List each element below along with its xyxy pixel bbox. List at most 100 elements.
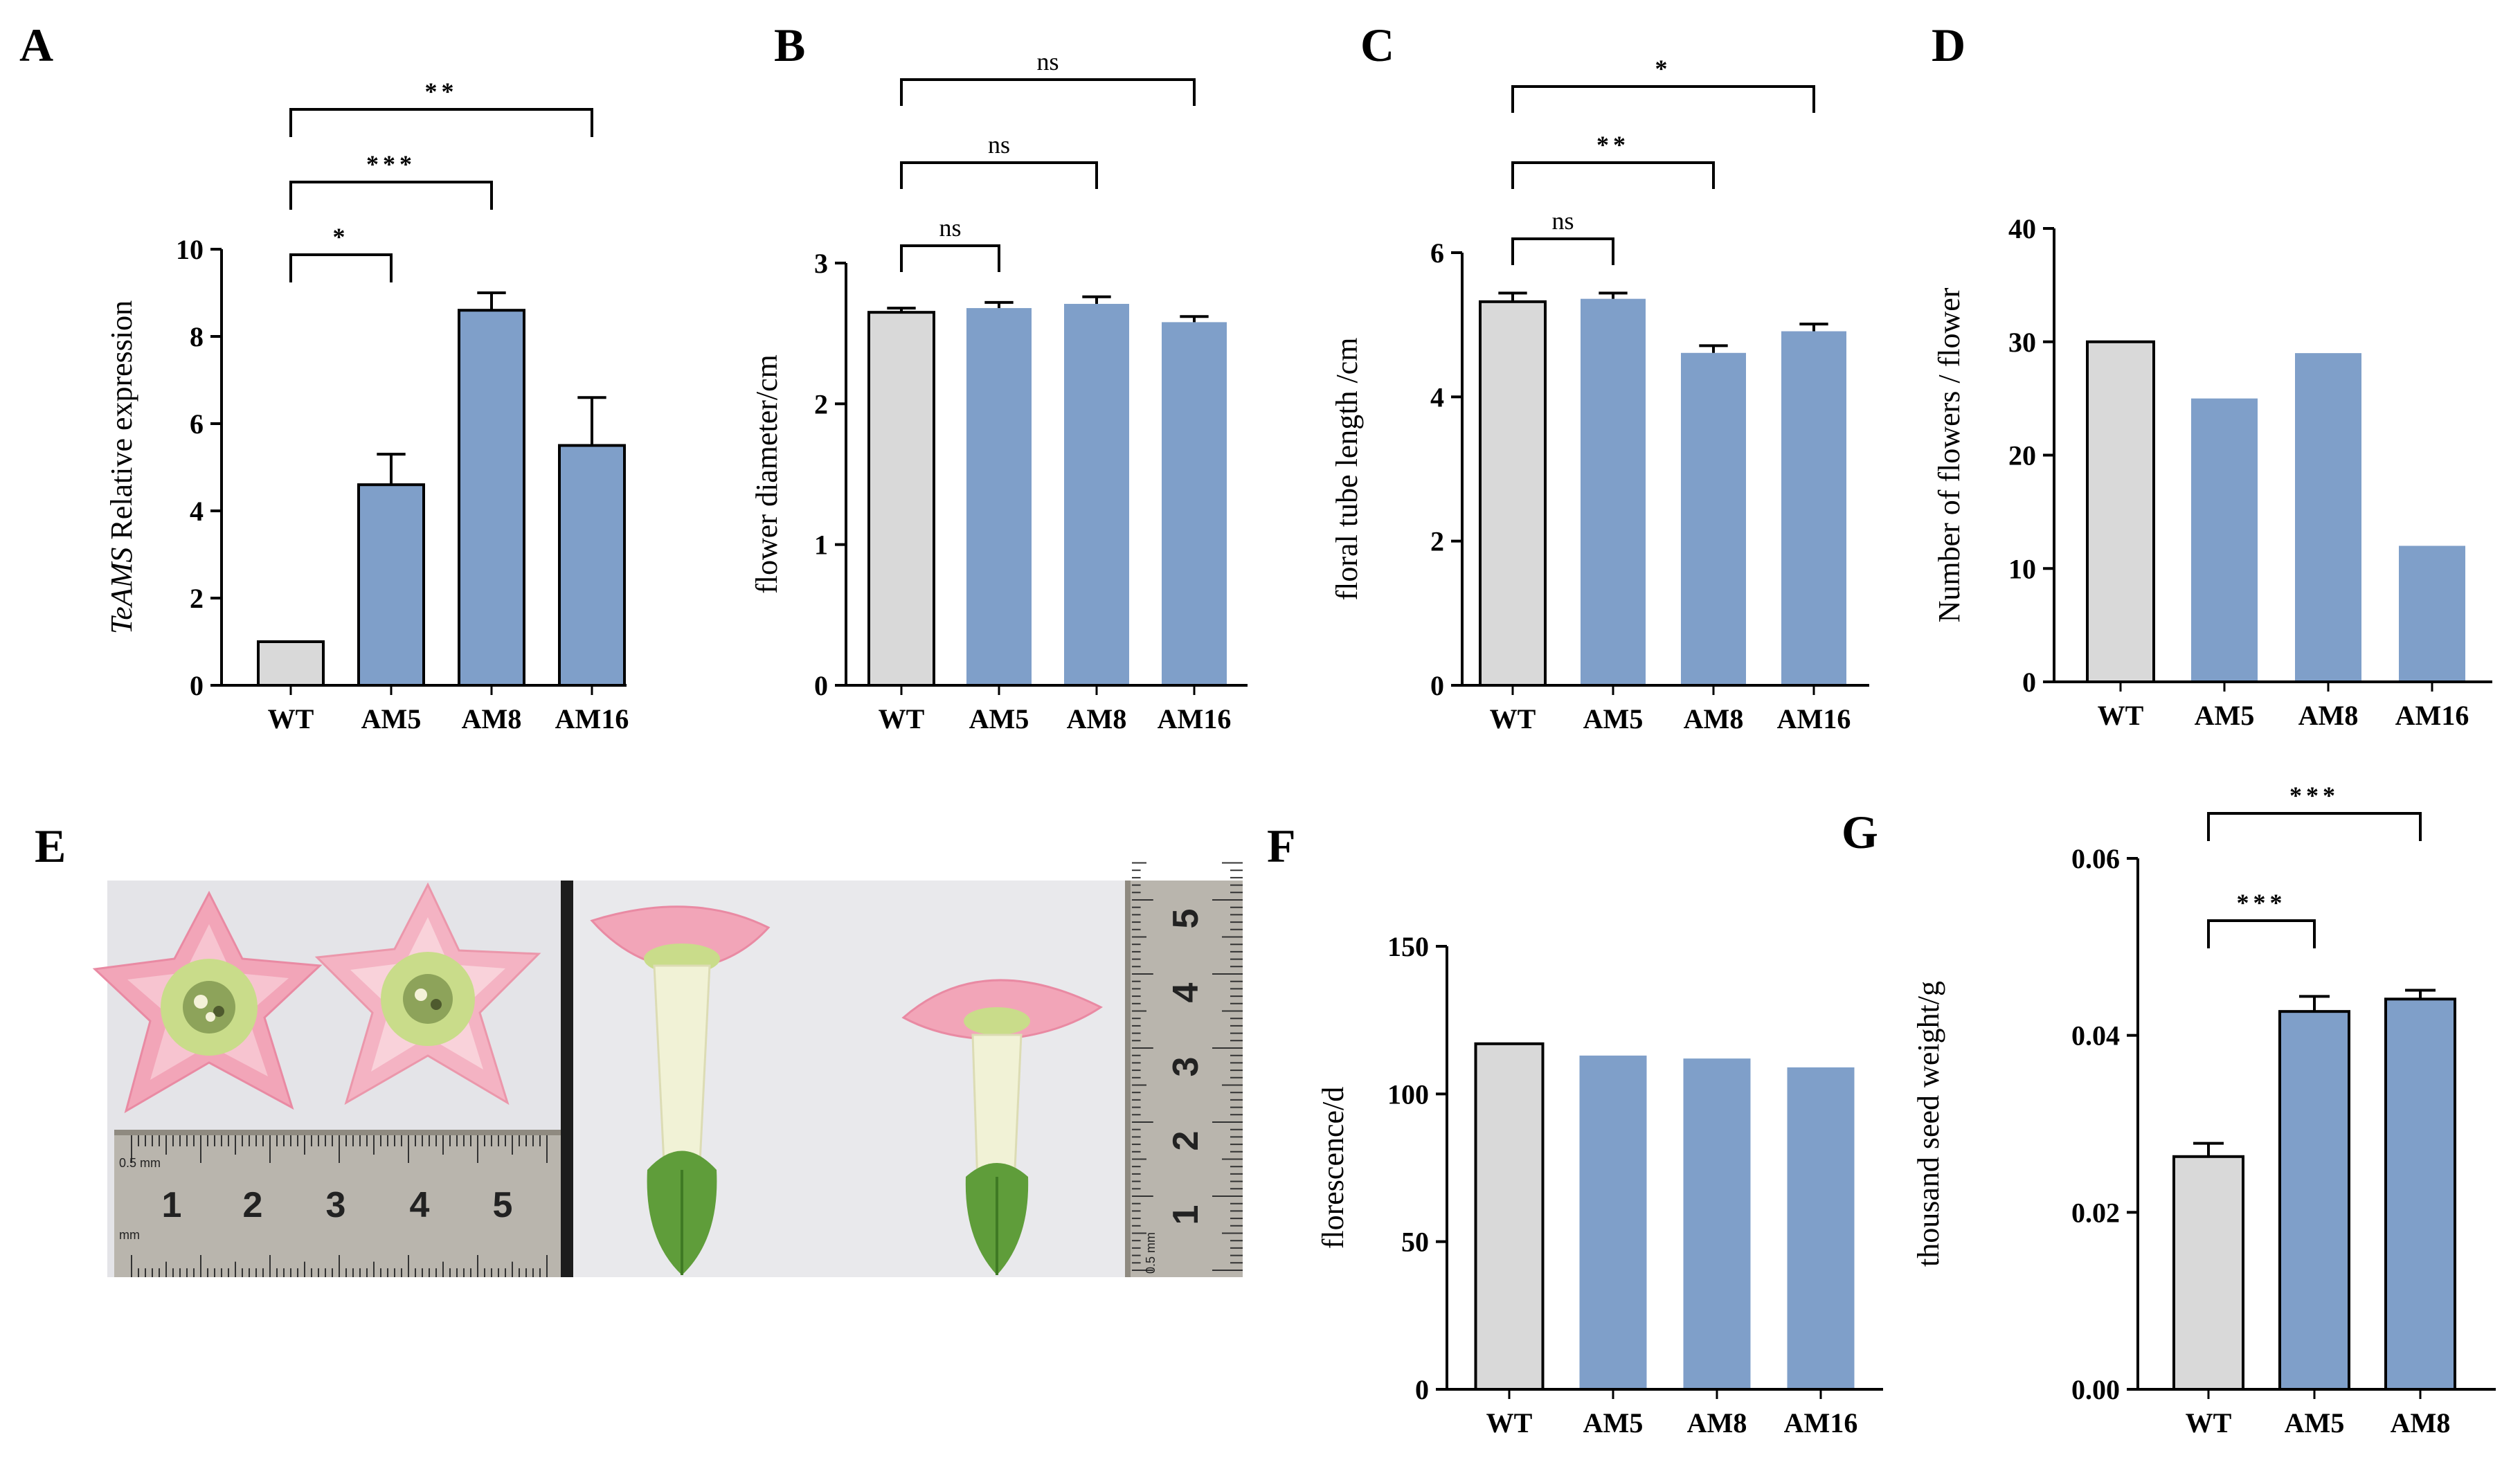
significance-bracket xyxy=(1511,85,1815,113)
x-tick-label: AM8 xyxy=(1067,703,1127,734)
bar-am5 xyxy=(357,483,425,687)
y-axis-label: Number of flowers / flower xyxy=(1932,287,1966,622)
panel-label-f: F xyxy=(1267,820,1296,872)
panel-label-b: B xyxy=(774,19,805,71)
ruler-horizontal-ticks xyxy=(131,1135,548,1277)
bar-am8 xyxy=(1681,352,1746,685)
bar-wt xyxy=(1479,300,1547,687)
ruler-vertical-body xyxy=(1125,881,1243,1277)
significance-label: * xyxy=(1655,55,1672,82)
x-tick-label: WT xyxy=(2098,700,2144,731)
x-tick-label: AM5 xyxy=(1583,703,1644,734)
x-tick-label: AM8 xyxy=(1684,703,1744,734)
bar-am16 xyxy=(1781,331,1846,685)
flower-side-view-2 xyxy=(901,979,1103,1275)
y-tick-label: 8 xyxy=(190,321,204,352)
y-tick-label: 2 xyxy=(814,388,828,419)
significance-bracket xyxy=(2207,919,2316,948)
y-tick-label: 10 xyxy=(176,234,204,265)
ruler-horizontal-body xyxy=(114,1130,561,1277)
bar-am16 xyxy=(2399,545,2465,682)
significance-label: ns xyxy=(1036,48,1059,75)
bar-am8 xyxy=(2384,998,2456,1391)
y-tick-label: 0 xyxy=(1415,1374,1429,1405)
y-tick-label: 0 xyxy=(2022,667,2036,698)
significance-label: *** xyxy=(2237,889,2287,917)
floral-tube xyxy=(653,964,711,1178)
floral-tube xyxy=(971,1034,1023,1185)
y-axis-label: TeAMS Relative expression xyxy=(105,300,138,634)
ruler-horizontal-number: 5 xyxy=(493,1185,513,1225)
x-tick-label: AM8 xyxy=(462,703,522,734)
ruler-vertical-number: 5 xyxy=(1166,909,1206,929)
bar-wt xyxy=(257,640,325,687)
bar-wt xyxy=(1474,1042,1545,1391)
x-tick-label: AM5 xyxy=(2285,1407,2345,1438)
ruler-horizontal-number: 2 xyxy=(243,1185,263,1225)
ruler-vertical-ticks xyxy=(1132,862,1243,1271)
chart-d: WT AM5 AM8 AM16 0 10 20 30 40 Number of flowers /… xyxy=(1932,213,2492,731)
panel-label-g: G xyxy=(1842,806,1878,858)
ruler-vertical-label: 0.5 mm xyxy=(1144,1232,1158,1274)
chart-f: WT AM5 AM8 AM16 0 50 100 150 florescence/d xyxy=(1316,931,1883,1438)
x-tick-label: AM8 xyxy=(1687,1407,1747,1438)
y-tick-label: 0.04 xyxy=(2071,1020,2120,1052)
bar-wt xyxy=(2086,340,2155,683)
y-tick-label: 0.06 xyxy=(2071,843,2120,874)
ruler-horizontal-unit: mm xyxy=(119,1228,140,1242)
y-tick-label: 50 xyxy=(1401,1227,1429,1258)
bar-am16 xyxy=(1787,1067,1855,1389)
x-tick-label: WT xyxy=(2186,1407,2232,1438)
y-tick-label: 0.02 xyxy=(2071,1197,2120,1228)
significance-bracket xyxy=(289,108,593,137)
panel-label-c: C xyxy=(1360,19,1394,71)
bar-am5 xyxy=(1579,1055,1647,1389)
bar-am5 xyxy=(966,308,1032,686)
significance-bracket xyxy=(289,181,493,210)
x-tick-label: AM8 xyxy=(2298,700,2359,731)
y-axis-label: flower diameter/cm xyxy=(750,354,784,594)
y-tick-label: 0 xyxy=(814,670,828,701)
significance-bracket xyxy=(2207,812,2422,841)
petal-corolla xyxy=(590,905,771,971)
y-tick-label: 6 xyxy=(190,408,204,440)
x-tick-label: AM16 xyxy=(1777,703,1851,734)
x-tick-label: WT xyxy=(879,703,925,734)
bar-am8 xyxy=(458,309,525,687)
ruler-vertical-number: 3 xyxy=(1166,1057,1206,1077)
x-tick-label: AM5 xyxy=(2195,700,2255,731)
y-axis-label: florescence/d xyxy=(1316,1087,1350,1249)
y-tick-label: 3 xyxy=(814,248,828,279)
x-tick-label: AM5 xyxy=(969,703,1029,734)
y-axis-label-text: Relative expression xyxy=(105,300,138,548)
x-tick-label: AM8 xyxy=(2391,1407,2451,1438)
significance-label: ** xyxy=(425,78,458,105)
chart-b: WT AM5 AM8 AM16 0 1 2 3 flower diameter/cm ns ns ns xyxy=(750,48,1248,734)
significance-bracket xyxy=(900,78,1196,106)
bar-am8 xyxy=(2295,353,2361,682)
significance-bracket xyxy=(900,244,1000,272)
y-tick-label: 40 xyxy=(2008,213,2036,244)
x-tick-label: WT xyxy=(268,703,314,734)
ruler-horizontal: 0.5 mm mm 1 2 3 4 5 xyxy=(114,1130,561,1277)
bar-am5 xyxy=(2191,398,2258,682)
panel-label-a: A xyxy=(19,19,53,71)
significance-bracket xyxy=(900,161,1098,189)
y-tick-label: 2 xyxy=(190,583,204,614)
y-axis-label: floral tube length /cm xyxy=(1330,338,1364,601)
significance-label: ns xyxy=(939,214,961,242)
significance-bracket xyxy=(1511,161,1715,189)
y-tick-label: 10 xyxy=(2008,553,2036,584)
bar-wt xyxy=(2172,1155,2244,1391)
panel-label-d: D xyxy=(1932,19,1965,71)
ruler-vertical: 0.5 mm 1 2 3 4 5 xyxy=(1125,862,1243,1277)
flower-front-view-1 xyxy=(92,890,323,1114)
y-axis-label-gene: TeAMS xyxy=(105,548,138,635)
y-tick-label: 4 xyxy=(1430,381,1444,413)
ruler-horizontal-number: 1 xyxy=(162,1185,182,1225)
y-tick-label: 20 xyxy=(2008,440,2036,471)
ruler-horizontal-number: 4 xyxy=(410,1185,430,1225)
bar-am16 xyxy=(1162,322,1227,685)
photo-divider xyxy=(561,881,573,1277)
chart-a: WT AM5 AM8 AM16 0 2 4 6 8 10 TeAMS Relative expres… xyxy=(105,78,629,734)
